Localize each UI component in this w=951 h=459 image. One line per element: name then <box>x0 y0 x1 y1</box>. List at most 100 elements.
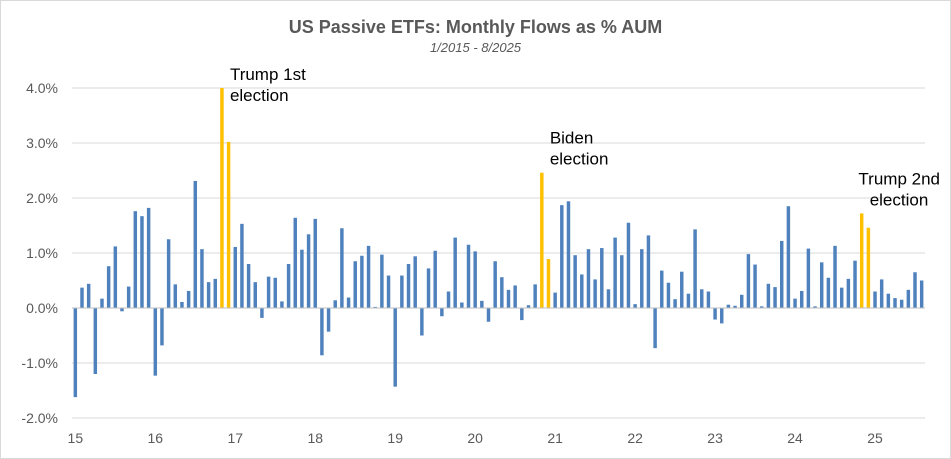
bar <box>826 277 831 308</box>
bar <box>600 248 604 308</box>
bar <box>766 283 771 308</box>
bar <box>586 249 591 308</box>
bar <box>400 275 404 308</box>
bar <box>180 301 184 308</box>
bar <box>613 237 617 308</box>
x-tick-label: 24 <box>787 430 803 446</box>
bar <box>873 291 877 308</box>
bar <box>300 249 304 308</box>
bar <box>553 292 557 308</box>
bar <box>93 308 98 374</box>
bar <box>786 206 791 308</box>
bar <box>773 287 777 308</box>
bar <box>73 308 78 398</box>
bar <box>886 293 891 308</box>
annotations: Trump 1st election Biden election Trump 2nd e… <box>230 65 940 209</box>
bar <box>426 268 431 308</box>
bar <box>813 306 817 308</box>
bar <box>746 254 751 308</box>
bar <box>86 283 91 308</box>
bar <box>393 308 397 387</box>
bar <box>186 290 191 308</box>
bar <box>226 141 231 308</box>
x-tick-label: 20 <box>467 430 483 446</box>
bar <box>80 287 84 308</box>
bar <box>146 207 151 308</box>
bar <box>560 205 564 308</box>
bar <box>566 201 571 308</box>
bar <box>580 274 584 308</box>
bar <box>520 308 524 321</box>
bar <box>913 272 917 308</box>
bar <box>206 282 211 308</box>
bar <box>473 251 477 308</box>
x-tick-label: 19 <box>387 430 403 446</box>
bar <box>706 291 711 308</box>
bar <box>506 289 511 308</box>
bar <box>240 223 244 308</box>
bar <box>733 305 737 308</box>
y-tick-label: 0.0% <box>26 300 58 316</box>
y-tick-label: 4.0% <box>26 80 58 96</box>
bar <box>100 298 104 308</box>
bars <box>73 88 924 398</box>
bar <box>420 308 424 336</box>
bar <box>113 246 118 308</box>
bar <box>680 271 684 308</box>
bar <box>320 308 324 356</box>
bar <box>413 256 417 308</box>
bar <box>540 172 544 308</box>
bar <box>533 284 537 308</box>
bar <box>246 264 251 308</box>
bar <box>233 246 238 308</box>
annotation-label: election <box>550 150 609 169</box>
bar <box>253 282 257 308</box>
bar <box>833 245 837 308</box>
bar <box>633 304 637 308</box>
annotation-label: Trump 2nd <box>858 169 940 188</box>
x-tick-label: 23 <box>707 430 723 446</box>
bar <box>693 229 697 308</box>
bar <box>793 298 797 308</box>
bar <box>819 262 824 308</box>
bar <box>593 279 597 308</box>
bar <box>546 259 551 308</box>
bar <box>606 289 611 308</box>
bar <box>493 261 497 308</box>
bar <box>293 217 297 308</box>
bar <box>286 264 291 308</box>
bar <box>899 299 904 308</box>
gridlines <box>72 87 925 419</box>
bar <box>806 248 811 308</box>
bar <box>313 218 317 308</box>
bar <box>666 282 671 308</box>
chart-title: US Passive ETFs: Monthly Flows as % AUM <box>288 17 663 37</box>
bar <box>166 239 171 308</box>
bar <box>906 289 911 308</box>
bar <box>779 240 784 308</box>
bar <box>213 278 218 308</box>
bar <box>306 234 311 308</box>
bar <box>713 308 717 320</box>
chart-subtitle: 1/2015 - 8/2025 <box>429 40 522 55</box>
bar <box>260 308 264 318</box>
bar <box>486 308 491 322</box>
bar <box>653 308 657 349</box>
y-axis-labels: -2.0% -1.0% 0.0% 1.0% 2.0% 3.0% 4.0% <box>21 80 58 426</box>
bar <box>220 88 224 308</box>
bar <box>406 264 411 308</box>
bar <box>333 300 337 308</box>
bar <box>446 291 451 308</box>
bar <box>879 279 884 308</box>
bar <box>573 255 577 308</box>
bar <box>140 216 144 308</box>
bar <box>726 304 731 308</box>
bar <box>846 278 851 308</box>
bar <box>173 284 178 308</box>
bar <box>799 290 804 308</box>
x-axis-labels: 15 16 17 18 19 20 21 22 23 24 25 <box>68 430 883 446</box>
bar <box>360 255 364 308</box>
bar <box>126 286 131 308</box>
bar <box>919 280 924 308</box>
y-tick-label: -1.0% <box>21 355 58 371</box>
